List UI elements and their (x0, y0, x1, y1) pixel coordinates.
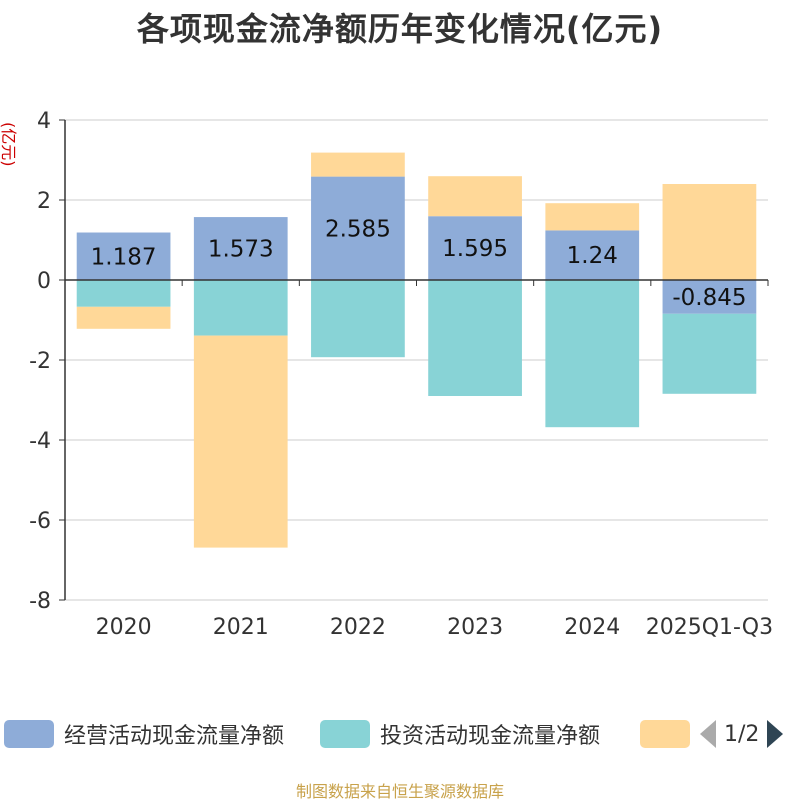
data-label-operating: 1.573 (208, 237, 274, 263)
bar-financing-2020 (76, 306, 171, 329)
x-category-label: 2024 (564, 615, 620, 640)
data-label-operating: 1.595 (442, 236, 508, 262)
bar-financing-2023 (428, 176, 522, 217)
y-tick-label: 2 (37, 189, 51, 214)
pager-next-icon[interactable] (767, 720, 784, 748)
legend-pager: 1/2 (700, 716, 784, 752)
legend-label-investing: 投资活动现金流量净额 (380, 724, 601, 749)
bar-operating-2023 (428, 216, 522, 280)
x-category-label: 2021 (213, 615, 269, 640)
bar-investing-2023 (428, 280, 522, 396)
x-category-label: 2023 (447, 615, 503, 640)
chart-plot: 4 2 0 -2 -4 -6 -8 2020 2021 2022 2023 2024 2025Q1-Q… (29, 109, 773, 640)
bar-investing-2022 (311, 280, 405, 358)
bar-financing-2021 (193, 335, 288, 548)
pager-text: 1/2 (724, 721, 760, 747)
bar-investing-2021 (193, 280, 288, 336)
x-category-label: 2022 (330, 615, 386, 640)
bar-operating-2021 (193, 217, 288, 280)
label-layer: 2020 2021 2022 2023 2024 2025Q1-Q3 1.187 1.573 2… (91, 216, 773, 640)
legend-item-operating[interactable]: 经营活动现金流量净额 (4, 716, 284, 752)
bar-financing-2025Q1-Q3 (662, 184, 757, 280)
bar-operating-2022 (311, 176, 405, 280)
legend-label-operating: 经营活动现金流量净额 (64, 724, 285, 749)
y-tick-label: -4 (29, 429, 51, 454)
bar-financing-2022 (311, 152, 405, 177)
legend: 经营活动现金流量净额 投资活动现金流量净额 (0, 716, 800, 752)
bar-financing-2024 (545, 203, 640, 231)
axis-layer: 4 2 0 -2 -4 -6 -8 (29, 109, 769, 614)
legend-swatch-operating (4, 720, 54, 748)
legend-swatch-investing (320, 720, 370, 748)
data-label-operating: -0.845 (672, 285, 746, 311)
data-label-operating: 1.187 (91, 244, 157, 270)
bar-operating-2020 (76, 232, 171, 280)
bar-investing-2020 (76, 280, 171, 307)
legend-swatch-financing (640, 720, 690, 748)
bar-layer (76, 152, 757, 548)
x-category-label: 2025Q1-Q3 (646, 615, 773, 640)
data-label-operating: 1.24 (567, 243, 618, 269)
bar-operating-2025Q1-Q3 (662, 280, 757, 314)
x-category-label: 2020 (96, 615, 152, 640)
bar-operating-2024 (545, 230, 640, 280)
y-tick-label: -2 (29, 349, 51, 374)
data-label-operating: 2.585 (325, 216, 391, 242)
y-tick-label: -6 (29, 509, 51, 534)
pager-prev-icon[interactable] (700, 720, 716, 748)
y-tick-label: 0 (37, 269, 51, 294)
bar-investing-2025Q1-Q3 (662, 313, 757, 394)
data-source-note: 制图数据来自恒生聚源数据库 (295, 782, 504, 801)
y-tick-label: 4 (37, 109, 51, 134)
legend-item-investing[interactable]: 投资活动现金流量净额 (320, 716, 600, 752)
legend-item-financing[interactable] (640, 716, 690, 752)
y-tick-label: -8 (29, 589, 51, 614)
bar-investing-2024 (545, 280, 640, 428)
chart-title: 各项现金流净额历年变化情况(亿元) (136, 10, 664, 48)
